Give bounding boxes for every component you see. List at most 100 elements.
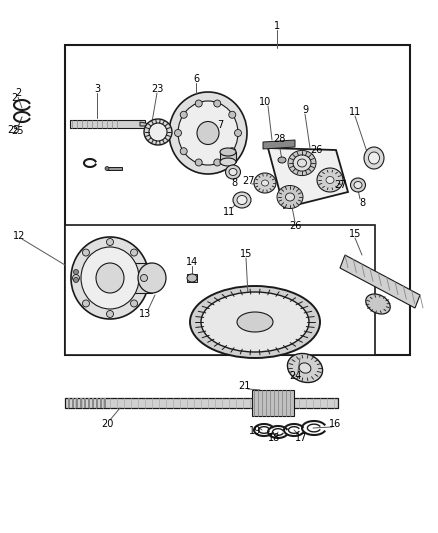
- Polygon shape: [65, 225, 374, 355]
- Text: 19: 19: [248, 426, 261, 436]
- Polygon shape: [187, 274, 197, 282]
- Polygon shape: [80, 398, 82, 408]
- Ellipse shape: [276, 185, 302, 208]
- Ellipse shape: [350, 178, 365, 192]
- Ellipse shape: [353, 182, 361, 189]
- Polygon shape: [219, 152, 236, 162]
- Ellipse shape: [148, 123, 166, 141]
- Text: 21: 21: [237, 381, 250, 391]
- Ellipse shape: [367, 152, 378, 164]
- Ellipse shape: [277, 157, 285, 163]
- Circle shape: [174, 130, 181, 136]
- Text: 3: 3: [94, 84, 100, 94]
- Polygon shape: [65, 45, 409, 355]
- Polygon shape: [339, 255, 419, 308]
- Ellipse shape: [190, 286, 319, 358]
- Ellipse shape: [261, 180, 268, 186]
- Circle shape: [195, 159, 202, 166]
- Polygon shape: [100, 398, 102, 408]
- Text: 1: 1: [273, 21, 279, 31]
- Text: 13: 13: [138, 309, 151, 319]
- Circle shape: [72, 274, 79, 281]
- Text: 14: 14: [185, 257, 198, 267]
- Text: 24: 24: [288, 371, 300, 381]
- Ellipse shape: [219, 158, 236, 166]
- Text: 17: 17: [294, 433, 307, 443]
- Text: 25: 25: [12, 126, 24, 136]
- Text: 27: 27: [334, 180, 346, 190]
- Ellipse shape: [363, 147, 383, 169]
- Polygon shape: [65, 398, 337, 408]
- Circle shape: [228, 148, 235, 155]
- Ellipse shape: [287, 353, 322, 383]
- Ellipse shape: [287, 150, 315, 175]
- Ellipse shape: [201, 292, 308, 352]
- Circle shape: [73, 270, 78, 274]
- Ellipse shape: [71, 237, 148, 319]
- Text: 6: 6: [192, 74, 198, 84]
- Circle shape: [73, 278, 78, 282]
- Text: 16: 16: [328, 419, 340, 429]
- Text: 26: 26: [288, 221, 300, 231]
- Ellipse shape: [225, 165, 240, 179]
- Circle shape: [180, 148, 187, 155]
- Text: 8: 8: [230, 178, 237, 188]
- Circle shape: [82, 249, 89, 256]
- Text: 20: 20: [101, 419, 113, 429]
- Circle shape: [234, 130, 241, 136]
- Ellipse shape: [237, 196, 247, 205]
- Ellipse shape: [285, 193, 294, 201]
- Ellipse shape: [219, 148, 236, 156]
- Circle shape: [228, 111, 235, 118]
- Polygon shape: [70, 120, 145, 128]
- Circle shape: [195, 100, 202, 107]
- Ellipse shape: [298, 363, 310, 373]
- Circle shape: [82, 300, 89, 307]
- Polygon shape: [84, 398, 86, 408]
- Text: 26: 26: [309, 145, 321, 155]
- Text: 11: 11: [223, 207, 235, 217]
- Text: 28: 28: [272, 134, 285, 144]
- Text: 10: 10: [258, 97, 271, 107]
- Ellipse shape: [365, 294, 389, 314]
- Text: 15: 15: [348, 229, 360, 239]
- Circle shape: [130, 300, 137, 307]
- Polygon shape: [267, 148, 347, 208]
- Circle shape: [130, 249, 137, 256]
- Circle shape: [105, 166, 109, 171]
- Text: 27: 27: [242, 176, 254, 186]
- Ellipse shape: [177, 101, 237, 165]
- Text: 15: 15: [239, 249, 251, 259]
- Text: 9: 9: [301, 105, 307, 115]
- Ellipse shape: [292, 155, 310, 171]
- Ellipse shape: [138, 263, 166, 293]
- Ellipse shape: [233, 192, 251, 208]
- Ellipse shape: [197, 122, 219, 144]
- Circle shape: [213, 100, 220, 107]
- Ellipse shape: [297, 159, 306, 167]
- Circle shape: [213, 159, 220, 166]
- Circle shape: [180, 111, 187, 118]
- Ellipse shape: [229, 168, 237, 175]
- Ellipse shape: [169, 92, 247, 174]
- Text: 2: 2: [15, 88, 21, 98]
- Polygon shape: [96, 398, 98, 408]
- Polygon shape: [104, 398, 106, 408]
- Polygon shape: [251, 390, 293, 416]
- Polygon shape: [110, 263, 152, 293]
- Polygon shape: [92, 398, 94, 408]
- Circle shape: [106, 311, 113, 318]
- Ellipse shape: [254, 173, 276, 193]
- Polygon shape: [140, 122, 150, 126]
- Polygon shape: [72, 398, 74, 408]
- Ellipse shape: [325, 176, 333, 183]
- Text: 18: 18: [267, 433, 279, 443]
- Text: 25: 25: [8, 125, 20, 135]
- Polygon shape: [68, 398, 70, 408]
- Polygon shape: [76, 398, 78, 408]
- Polygon shape: [262, 140, 294, 149]
- Text: 23: 23: [151, 84, 163, 94]
- Text: 7: 7: [216, 120, 223, 130]
- Text: 11: 11: [348, 107, 360, 117]
- Ellipse shape: [316, 168, 342, 192]
